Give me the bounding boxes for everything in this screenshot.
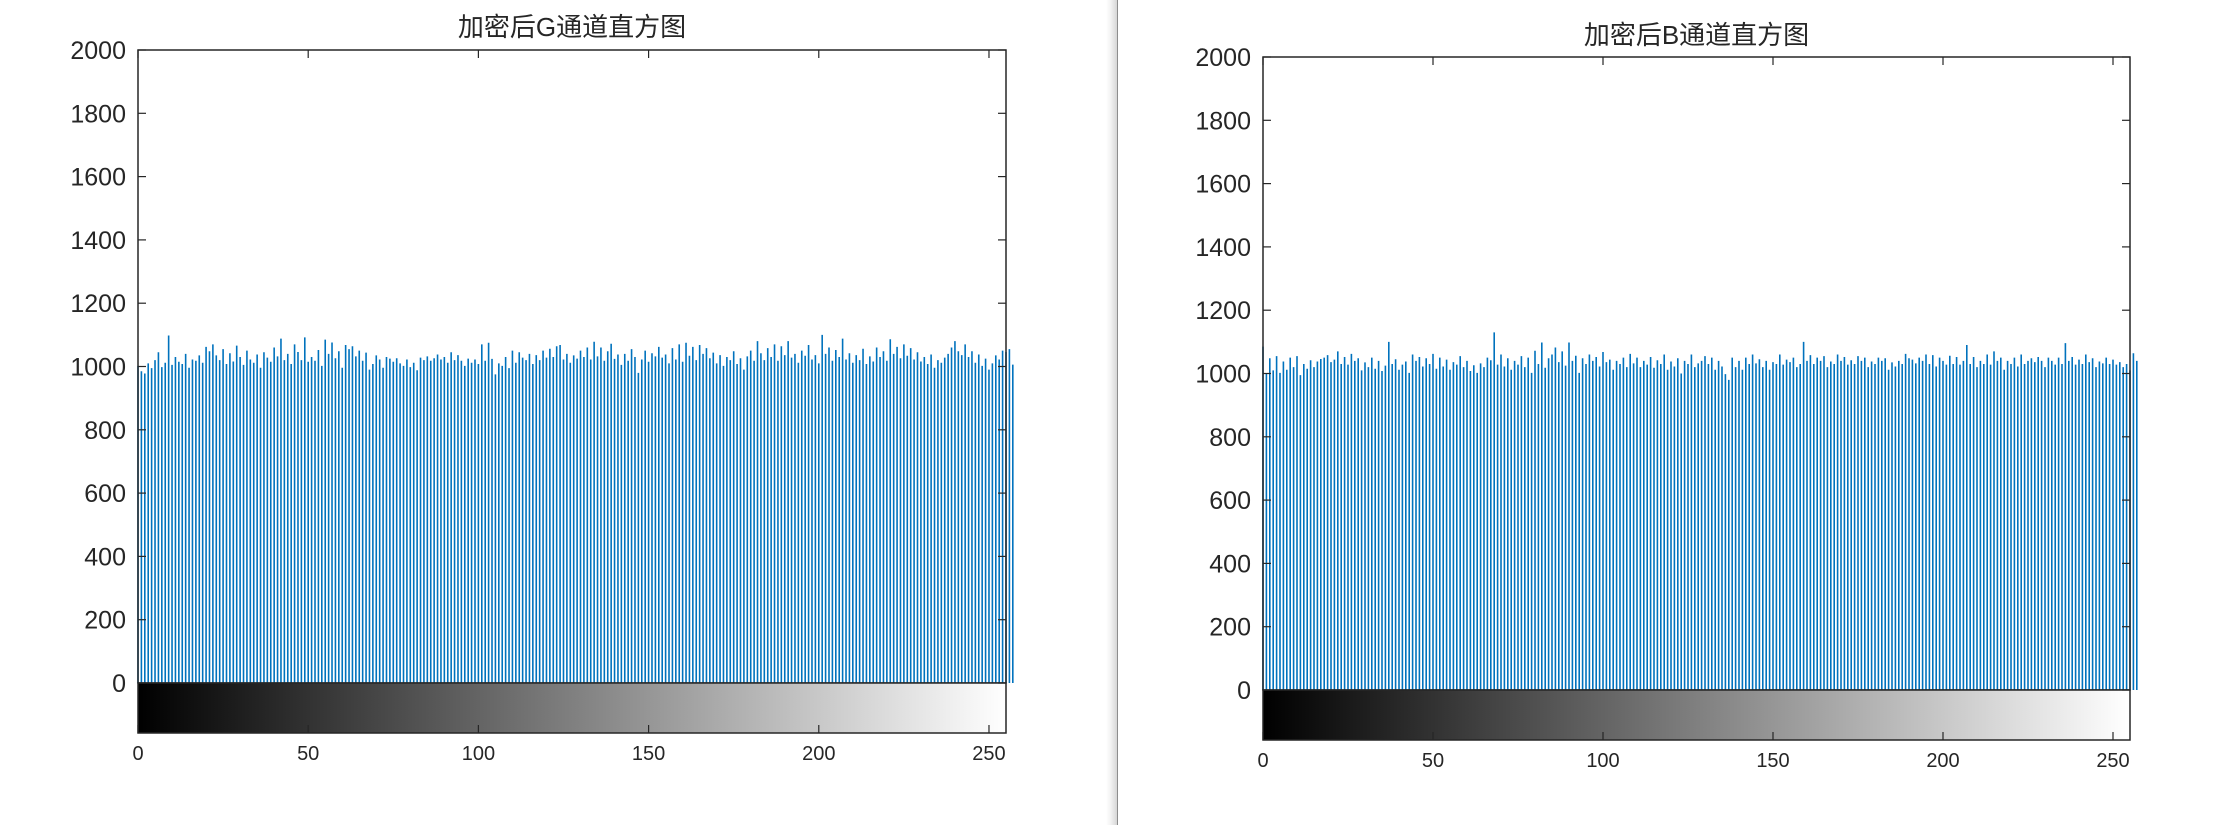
x-tick-label: 200 [1926, 750, 1959, 772]
histogram-bars [1262, 332, 2138, 690]
y-tick-label: 200 [1209, 614, 1251, 642]
x-tick-label: 0 [1257, 750, 1268, 772]
y-tick-label: 1200 [1195, 297, 1251, 325]
x-tick-label: 100 [1586, 750, 1619, 772]
x-tick-label: 0 [132, 743, 143, 765]
x-tick-label: 150 [1756, 750, 1789, 772]
x-tick-label: 50 [297, 743, 319, 765]
figure-window-b: 0 200 400 600 800 1000 1200 1400 1600 1800 2000 0 50… [1118, 0, 2231, 825]
y-tick-label: 1800 [70, 100, 126, 128]
y-tick-label: 1600 [1195, 171, 1251, 199]
y-tick-label: 1400 [1195, 234, 1251, 262]
y-tick-label: 2000 [70, 37, 126, 65]
y-tick-label: 1200 [70, 290, 126, 318]
chart-title: 加密后B通道直方图 [1584, 20, 1809, 50]
y-tick-label: 1000 [70, 354, 126, 382]
x-tick-label: 50 [1422, 750, 1444, 772]
y-tick-label: 0 [112, 670, 126, 698]
plot-area [138, 50, 1006, 683]
y-tick-label: 1400 [70, 227, 126, 255]
y-tick-label: 800 [84, 417, 126, 445]
x-tick-label: 200 [802, 743, 835, 765]
plot-area [1263, 57, 2130, 690]
x-tick-label: 100 [462, 743, 495, 765]
y-tick-label: 1800 [1195, 107, 1251, 135]
y-tick-label: 600 [1209, 487, 1251, 515]
y-tick-label: 800 [1209, 424, 1251, 452]
y-tick-label: 600 [84, 480, 126, 508]
y-tick-label: 1000 [1195, 361, 1251, 389]
histogram-bars [137, 334, 1014, 683]
histogram-g-chart: 0 200 400 600 800 1000 1200 1400 1600 1800 2000 0 50… [70, 12, 1014, 765]
figure-window-g: 0 200 400 600 800 1000 1200 1400 1600 1800 2000 0 50… [0, 0, 1110, 825]
x-tick-label: 250 [972, 743, 1005, 765]
y-tick-label: 400 [1209, 550, 1251, 578]
histogram-b-chart: 0 200 400 600 800 1000 1200 1400 1600 1800 2000 0 50… [1195, 20, 2138, 772]
y-tick-label: 1600 [70, 164, 126, 192]
y-tick-label: 200 [84, 607, 126, 635]
chart-title: 加密后G通道直方图 [458, 12, 686, 42]
x-tick-label: 250 [2096, 750, 2129, 772]
grayscale-colorbar [137, 682, 1007, 734]
y-tick-label: 0 [1237, 677, 1251, 705]
y-tick-label: 400 [84, 543, 126, 571]
x-tick-label: 150 [632, 743, 665, 765]
grayscale-colorbar [1262, 689, 2131, 741]
y-tick-label: 2000 [1195, 44, 1251, 72]
